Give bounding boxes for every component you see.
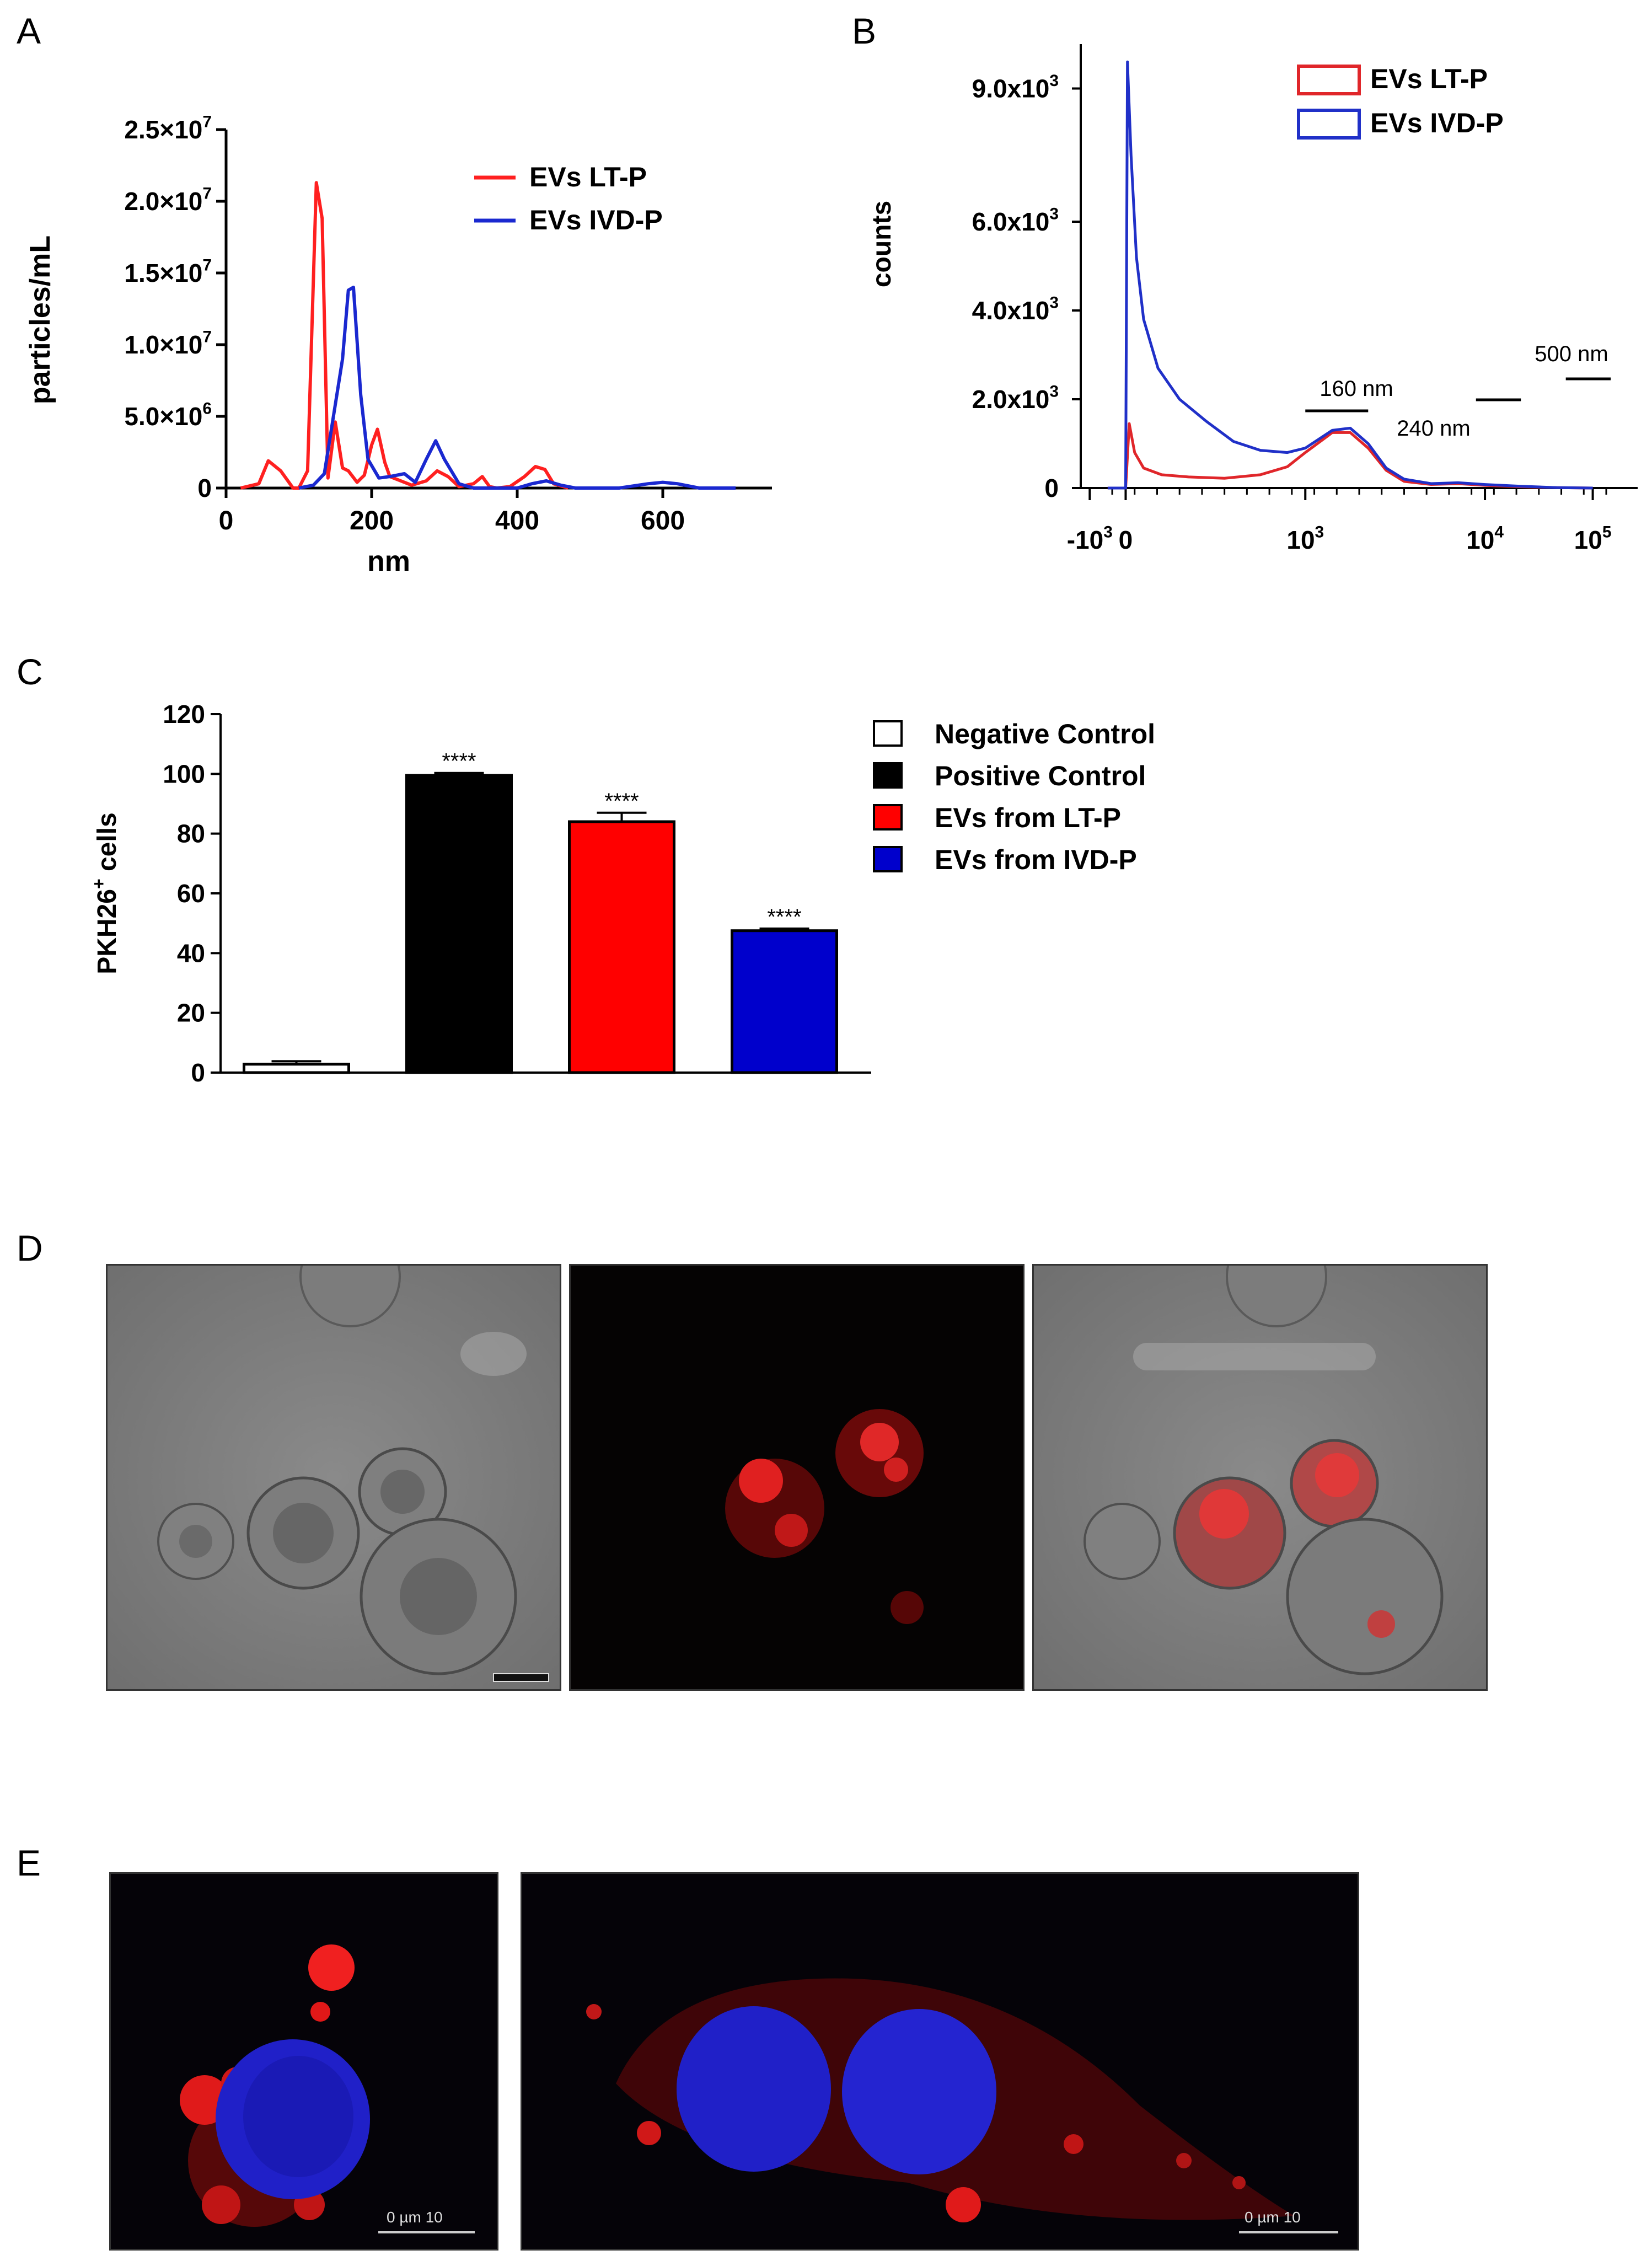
fluorescence-cells-drawing — [725, 1409, 924, 1624]
c-y-tick-label: 0 — [191, 1058, 205, 1087]
c-bar-2 — [568, 820, 675, 1074]
c-legend-swatch-1 — [873, 762, 903, 789]
b-y-tick-label: 9.0x103 — [972, 72, 1059, 103]
a-legend-label-1: EVs IVD-P — [529, 205, 663, 235]
a-y-axis-title: particles/mL — [24, 235, 56, 404]
b-y-tick-label: 6.0x103 — [972, 205, 1059, 236]
b-x-tick-label: 104 — [1466, 523, 1504, 554]
b-series-line-0 — [1107, 422, 1593, 490]
a-x-axis-title: nm — [367, 545, 410, 577]
b-legend-label-1: EVs IVD-P — [1370, 108, 1504, 138]
a-y-tick-label: 1.5×107 — [124, 256, 212, 287]
a-y-tick-label: 0 — [197, 474, 212, 502]
chart-c-pkh26-uptake-bars: 0 20 40 60 80 100 120 PKH26+ cells Negative Cont… — [89, 700, 1155, 1087]
c-bar-3 — [731, 929, 838, 1074]
c-legend-label-3: EVs from IVD-P — [935, 844, 1137, 875]
a-y-tick-label: 5.0×106 — [124, 399, 212, 431]
b-y-axis-title: counts — [867, 201, 897, 287]
b-x-tick-label: 0 — [1119, 526, 1133, 554]
micrograph-d-merge — [1032, 1264, 1488, 1691]
c-legend-swatch-2 — [873, 804, 903, 831]
c-legend-swatch-3 — [873, 846, 903, 872]
c-y-tick-label: 20 — [177, 999, 205, 1027]
a-y-tick-label: 2.5×107 — [124, 112, 212, 144]
c-y-tick-label: 80 — [177, 819, 205, 848]
panel-letter-e: E — [17, 1842, 41, 1883]
b-legend-swatch-0 — [1297, 65, 1361, 95]
micrograph-e-left: 0 µm 10 — [109, 1872, 498, 2251]
b-gate-label-2: 500 nm — [1535, 342, 1608, 366]
c-legend-label-0: Negative Control — [935, 719, 1155, 749]
c-significance-1: **** — [442, 749, 476, 774]
merge-cells-drawing — [1084, 1266, 1444, 1675]
panel-letter-c: C — [17, 651, 43, 692]
a-x-tick-label: 600 — [641, 506, 685, 535]
a-x-tick-label: 200 — [350, 506, 394, 535]
c-legend-label-1: Positive Control — [935, 760, 1146, 791]
panel-letter-d: D — [17, 1228, 43, 1268]
a-y-tick-label: 2.0×107 — [124, 184, 212, 216]
panel-letter-a: A — [17, 10, 41, 51]
a-series-line-0 — [240, 181, 569, 490]
b-legend-swatch-1 — [1297, 109, 1361, 140]
micrograph-d-fluorescence — [569, 1264, 1025, 1691]
b-series-line-1 — [1107, 60, 1593, 490]
b-y-tick-label: 4.0x103 — [972, 293, 1059, 325]
c-legend-swatch-0 — [873, 720, 903, 747]
c-y-tick-label: 60 — [177, 879, 205, 908]
a-x-tick-label: 400 — [495, 506, 539, 535]
scale-bar-label-right: 0 µm 10 — [1245, 2209, 1301, 2226]
c-y-tick-label: 100 — [163, 759, 205, 788]
a-y-tick-label: 1.0×107 — [124, 328, 212, 359]
confocal-cell-left-drawing: 0 µm 10 — [180, 1944, 475, 2233]
a-x-tick-label: 0 — [219, 506, 234, 535]
micrograph-d-brightfield — [106, 1264, 561, 1691]
b-y-tick-label: 0 — [1044, 474, 1059, 502]
c-bar-0 — [243, 1063, 350, 1074]
b-legend-label-0: EVs LT-P — [1370, 63, 1488, 94]
b-x-tick-label: -103 — [1067, 523, 1113, 554]
b-gate-label-1: 240 nm — [1397, 416, 1470, 441]
panel-letter-b: B — [852, 10, 877, 51]
b-x-tick-label: 103 — [1286, 523, 1324, 554]
a-legend-label-0: EVs LT-P — [529, 162, 647, 192]
confocal-cell-right-drawing: 0 µm 10 — [586, 1978, 1338, 2233]
c-y-tick-label: 120 — [163, 700, 205, 728]
b-gate-label-0: 160 nm — [1320, 377, 1393, 401]
c-y-tick-label: 40 — [177, 939, 205, 967]
c-significance-3: **** — [767, 905, 801, 929]
c-legend-label-2: EVs from LT-P — [935, 802, 1121, 833]
c-significance-2: **** — [604, 789, 639, 813]
scale-bar-label-left: 0 µm 10 — [387, 2209, 443, 2226]
c-y-axis-title: PKH26+ cells — [89, 812, 122, 974]
a-series-line-1 — [298, 286, 736, 490]
chart-a-nta-size-distribution: 0 5.0×106 1.0×107 1.5×107 2.0×107 2.5×107 0 200… — [24, 112, 772, 577]
b-y-tick-label: 2.0x103 — [972, 382, 1059, 414]
c-bar-1 — [405, 774, 513, 1074]
micrograph-e-right: 0 µm 10 — [521, 1872, 1359, 2251]
b-x-tick-label: 105 — [1574, 523, 1612, 554]
brightfield-cells-drawing — [157, 1266, 549, 1682]
